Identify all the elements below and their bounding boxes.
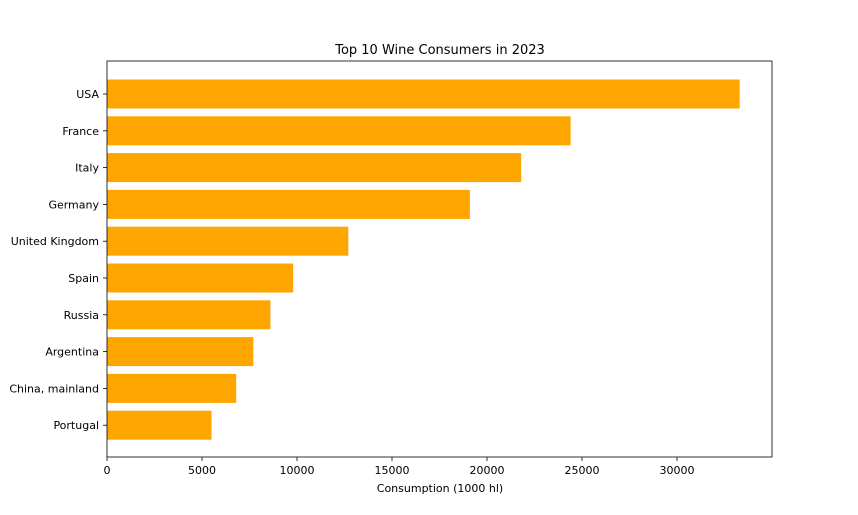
y-tick-label: Portugal xyxy=(53,419,99,432)
bar-usa xyxy=(107,79,740,109)
y-tick-label: China, mainland xyxy=(9,382,99,395)
bar-china-mainland xyxy=(107,373,237,403)
y-tick-label: Spain xyxy=(68,272,99,285)
bar-germany xyxy=(107,189,470,219)
y-tick-label: Argentina xyxy=(45,346,99,359)
bars-group xyxy=(107,79,740,440)
bar-russia xyxy=(107,300,271,330)
y-tick-label: Russia xyxy=(64,309,99,322)
y-tick-labels: USA France Italy Germany United Kingdom Spain… xyxy=(9,88,107,432)
x-tick-label: 15000 xyxy=(375,464,410,477)
x-tick-label: 5000 xyxy=(188,464,216,477)
x-tick-label: 10000 xyxy=(280,464,315,477)
x-tick-label: 0 xyxy=(104,464,111,477)
bar-portugal xyxy=(107,410,212,440)
x-tick-label: 30000 xyxy=(660,464,695,477)
y-tick-label: Germany xyxy=(48,198,99,211)
bar-argentina xyxy=(107,337,254,367)
bar-united-kingdom xyxy=(107,226,349,256)
bar-spain xyxy=(107,263,294,293)
y-tick-label: Italy xyxy=(75,162,99,175)
x-tick-label: 20000 xyxy=(470,464,505,477)
chart-title: Top 10 Wine Consumers in 2023 xyxy=(334,43,545,58)
x-tick-label: 25000 xyxy=(565,464,600,477)
x-axis-label: Consumption (1000 hl) xyxy=(377,482,503,495)
y-tick-label: United Kingdom xyxy=(11,235,99,248)
y-tick-label: France xyxy=(62,125,99,138)
y-tick-label: USA xyxy=(76,88,99,101)
bar-italy xyxy=(107,153,522,183)
x-ticks: 0 5000 10000 15000 20000 25000 30000 xyxy=(104,457,695,477)
bar-france xyxy=(107,116,571,146)
plot-frame xyxy=(106,60,773,458)
